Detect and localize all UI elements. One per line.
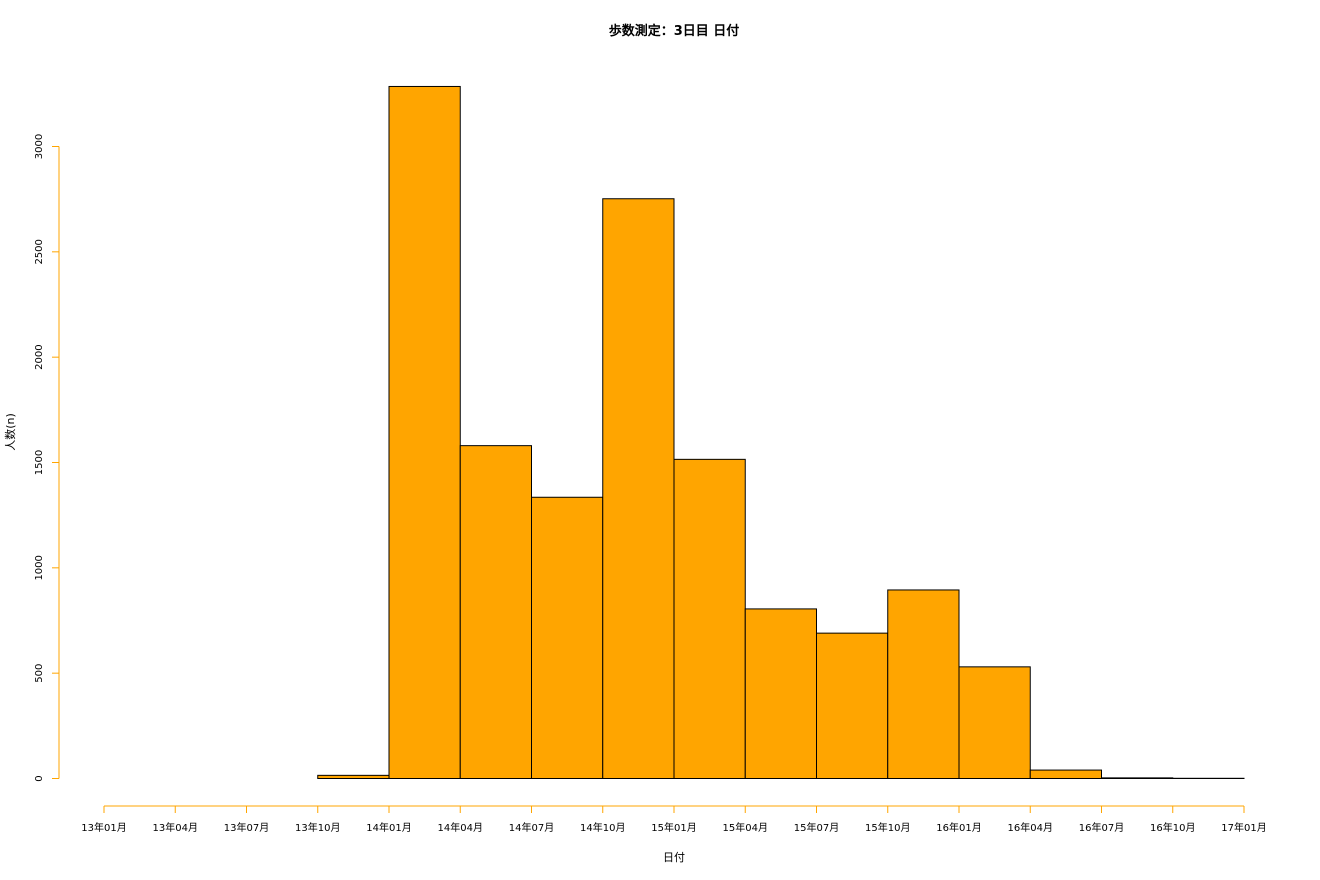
- x-tick-label: 13年10月: [295, 821, 340, 834]
- histogram-bar-12: [887, 589, 960, 779]
- x-tick-label: 16年04月: [1008, 821, 1053, 834]
- x-tick-label: 14年04月: [438, 821, 483, 834]
- y-tick-label: 3000: [34, 134, 45, 159]
- x-tick-label: 15年01月: [651, 821, 696, 834]
- x-axis: 13年01月 13年04月 13年07月 13年10月 14年01月 14年04月 14年0…: [81, 805, 1267, 834]
- x-tick-label: 15年10月: [865, 821, 910, 834]
- histogram-bar-5: [388, 85, 461, 779]
- histogram-bar-6: [459, 445, 532, 779]
- histogram-bar-11: [816, 632, 889, 780]
- x-axis-label: 日付: [663, 851, 685, 864]
- x-tick-label: 14年07月: [509, 821, 554, 834]
- x-tick-label: 16年10月: [1150, 821, 1195, 834]
- x-tick-label: 16年01月: [936, 821, 981, 834]
- histogram-bar-4: [317, 774, 390, 780]
- y-axis: 0 500 1000 1500 2000 2500 3000: [34, 134, 60, 782]
- y-tick-label: 2500: [34, 239, 45, 264]
- y-tick-label: 0: [34, 775, 45, 781]
- histogram-bar-14: [1029, 769, 1102, 779]
- y-axis-label: 人数(n): [4, 413, 17, 451]
- x-tick-label: 13年04月: [153, 821, 198, 834]
- x-tick-label: 15年07月: [794, 821, 839, 834]
- x-tick-label: 13年07月: [224, 821, 269, 834]
- y-tick-label: 2000: [34, 344, 45, 369]
- y-tick-label: 1000: [34, 555, 45, 580]
- y-tick-label: 500: [34, 664, 45, 683]
- x-tick-label: 13年01月: [81, 821, 126, 834]
- histogram-bar-13: [958, 666, 1031, 780]
- x-tick-label: 14年01月: [366, 821, 411, 834]
- histogram-bar-10: [744, 608, 817, 779]
- x-tick-label: 16年07月: [1079, 821, 1124, 834]
- histogram-bar-15: [1101, 777, 1174, 779]
- y-tick-label: 1500: [34, 450, 45, 475]
- histogram-bar-8: [602, 198, 675, 779]
- x-tick-label: 15年04月: [723, 821, 768, 834]
- histogram-bar-7: [531, 496, 604, 779]
- x-tick-label: 17年01月: [1221, 821, 1266, 834]
- x-tick-label: 14年10月: [580, 821, 625, 834]
- bars-group: [317, 85, 1245, 780]
- chart-title: 歩数測定：3日目 日付: [609, 23, 740, 39]
- histogram-bar-9: [673, 458, 746, 779]
